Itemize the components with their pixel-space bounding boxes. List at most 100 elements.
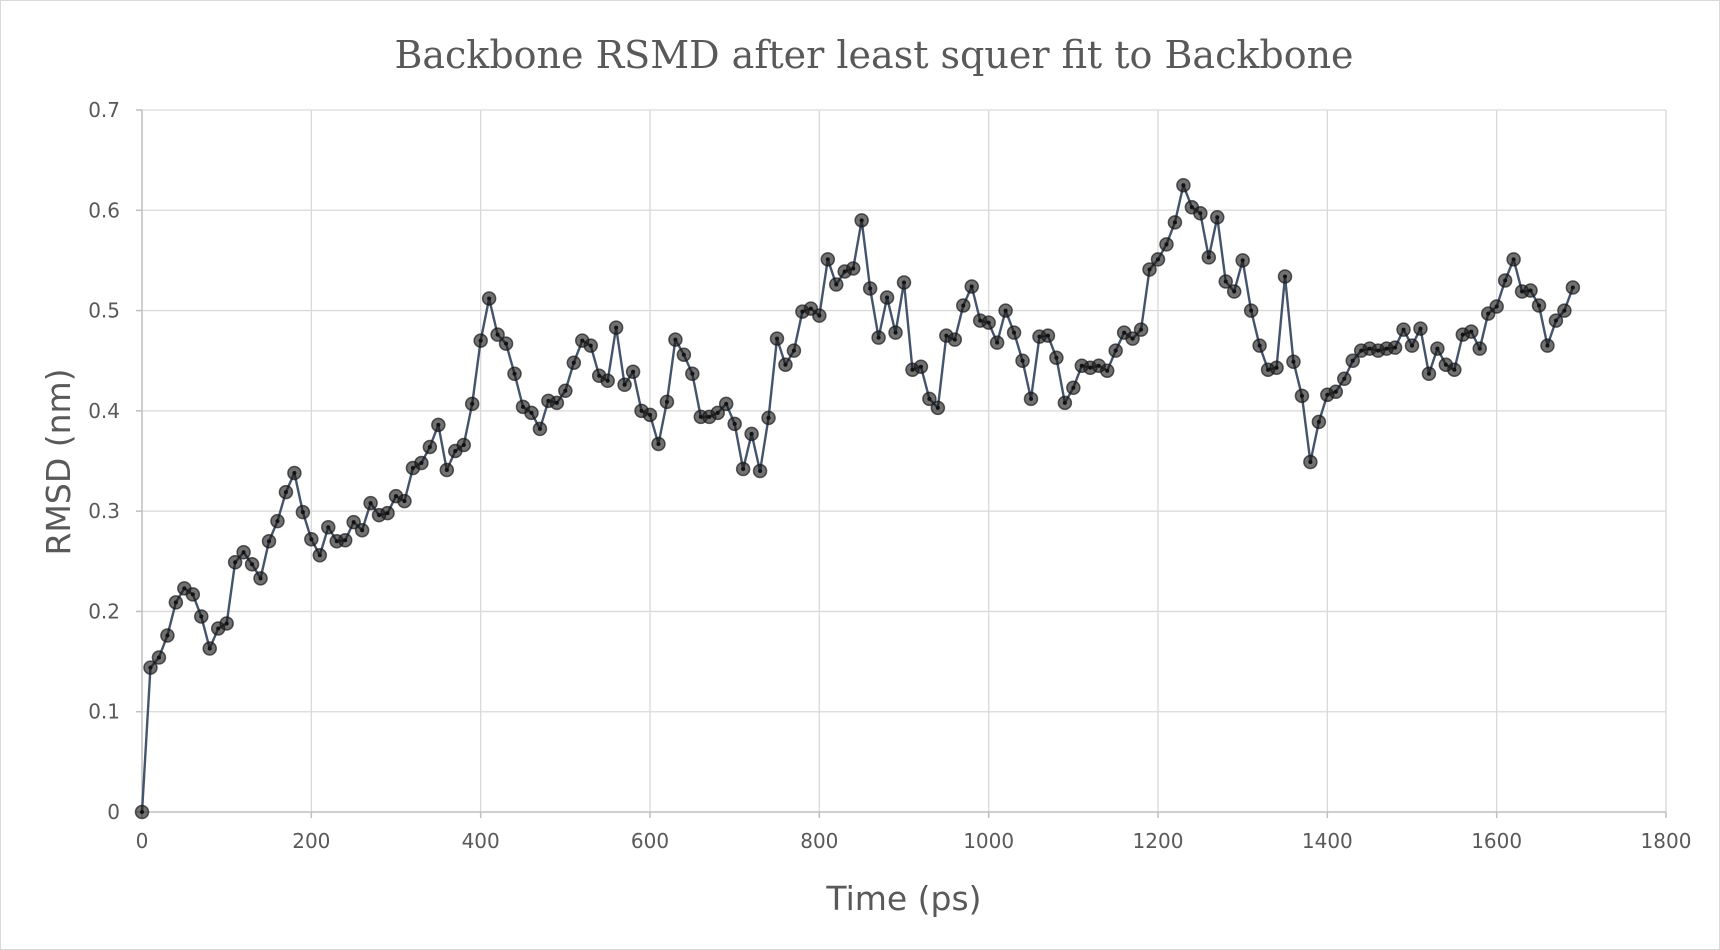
data-point-center	[580, 338, 585, 343]
data-point-center	[885, 295, 890, 300]
data-point-center	[995, 340, 1000, 345]
data-point-center	[521, 404, 525, 409]
data-point-center	[1469, 329, 1474, 334]
y-tick-label: 0.3	[88, 499, 120, 523]
data-point-center	[1511, 257, 1516, 262]
data-point-center	[1520, 289, 1525, 294]
data-point-center	[436, 422, 441, 427]
data-point-center	[758, 469, 763, 474]
data-point-center	[834, 282, 839, 287]
data-point-center	[1257, 343, 1262, 348]
data-point-center	[512, 371, 517, 376]
data-point-center	[893, 330, 898, 335]
data-point-center	[1443, 362, 1448, 367]
data-point-center	[588, 343, 593, 348]
data-point-center	[1130, 336, 1135, 341]
data-point-center	[394, 494, 398, 499]
data-point-center	[1367, 346, 1372, 351]
data-point-center	[402, 499, 407, 504]
data-point-center	[377, 513, 382, 518]
data-point-center	[817, 313, 822, 318]
series-line	[140, 184, 1574, 813]
data-point-center	[224, 621, 229, 626]
data-point-center	[292, 471, 297, 476]
data-point-center	[1460, 332, 1465, 337]
data-point-center	[961, 303, 966, 308]
data-point-center	[334, 539, 339, 544]
data-point-center	[1342, 376, 1347, 381]
data-point-center	[1401, 327, 1406, 332]
data-point-center	[1477, 346, 1482, 351]
data-point-center	[800, 309, 805, 314]
data-point-center	[698, 414, 703, 419]
data-point-center	[385, 511, 390, 516]
data-point-center	[1096, 363, 1101, 368]
data-point-center	[978, 318, 983, 323]
data-point-center	[1376, 348, 1381, 353]
data-point-center	[664, 399, 669, 404]
data-point-center	[1181, 183, 1186, 188]
data-point-center	[1410, 343, 1414, 348]
tick-labels: 0 0.1 0.2 0.3 0.4 0.5 0.6 0.7 0 200 400 600 800 1000 1…	[88, 98, 1691, 853]
data-point-center	[1037, 334, 1042, 339]
data-point-center	[1062, 400, 1067, 405]
data-point-center	[326, 525, 331, 530]
x-tick-label: 1000	[963, 829, 1014, 853]
data-point-center	[470, 401, 475, 406]
data-point-center	[842, 269, 847, 274]
data-point-center	[1223, 279, 1228, 284]
data-point-center	[791, 348, 796, 353]
data-point-center	[1054, 355, 1059, 360]
data-point-center	[478, 338, 483, 343]
data-point-center	[1570, 285, 1575, 290]
data-point-center	[351, 520, 356, 525]
data-point-center	[199, 614, 204, 619]
data-point-center	[724, 401, 729, 406]
data-point-center	[707, 414, 712, 419]
data-point-center	[1418, 326, 1423, 331]
data-point-center	[444, 468, 449, 473]
x-tick-label: 800	[800, 829, 838, 853]
data-point-center	[1545, 343, 1550, 348]
data-point-center	[1156, 257, 1160, 262]
data-point-center	[749, 431, 754, 436]
data-point-center	[690, 371, 695, 376]
data-point-center	[250, 562, 255, 567]
data-point-center	[741, 467, 746, 472]
data-point-center	[1291, 359, 1296, 364]
data-point-center	[165, 633, 170, 638]
data-point-center	[300, 510, 305, 515]
gridlines	[142, 109, 1667, 812]
data-point-center	[207, 646, 212, 651]
x-tick-label: 1400	[1302, 829, 1353, 853]
data-point-center	[1045, 333, 1050, 338]
data-point-center	[1494, 304, 1499, 309]
data-point-center	[673, 337, 678, 342]
data-point-center	[775, 336, 779, 341]
data-point-center	[1316, 419, 1321, 424]
data-point-center	[258, 576, 263, 581]
y-axis-label: RMSD (nm)	[39, 368, 78, 555]
data-point-center	[190, 592, 195, 597]
data-point-center	[1189, 205, 1194, 210]
data-point-center	[935, 405, 940, 410]
data-point-center	[1299, 393, 1304, 398]
data-point-center	[182, 586, 187, 591]
data-point-center	[1215, 215, 1220, 220]
data-point-center	[283, 490, 288, 495]
data-point-center	[631, 369, 636, 374]
data-point-center	[927, 396, 932, 401]
data-point-center	[343, 538, 348, 543]
data-point-center	[986, 320, 991, 325]
data-point-center	[216, 626, 221, 631]
data-point-center	[148, 665, 153, 670]
data-point-center	[715, 410, 720, 415]
data-point-center	[614, 325, 619, 330]
data-point-center	[1198, 211, 1203, 216]
data-point-center	[1333, 389, 1338, 394]
data-point-center	[529, 410, 534, 415]
data-point-center	[360, 528, 365, 533]
data-point-center	[156, 655, 161, 660]
data-point-center	[546, 398, 551, 403]
